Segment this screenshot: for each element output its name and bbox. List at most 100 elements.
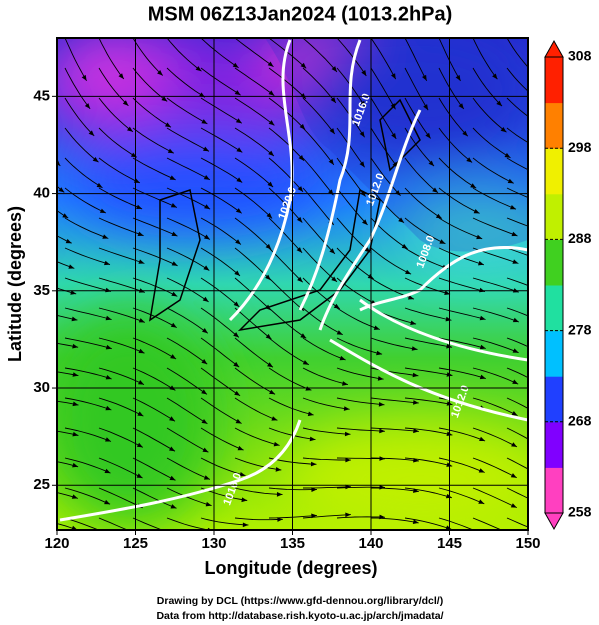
arrowhead [510,205,516,210]
streamline [64,307,112,321]
arrowhead [201,359,208,365]
streamline [200,67,241,96]
streamline [506,457,528,470]
arrowhead [169,475,176,481]
streamline [336,486,386,489]
arrowhead [234,270,240,276]
streamline [57,342,79,348]
streamline [234,427,280,446]
streamline [404,487,453,499]
streamline [336,367,384,380]
streamline [166,127,210,152]
streamline [268,38,307,69]
streamline [404,517,452,530]
streamline [132,157,176,181]
streamline [0,158,27,196]
streamline [370,247,412,275]
arrowhead [136,473,143,478]
arrowhead [237,445,244,451]
arrowhead [504,152,511,158]
streamline [64,337,112,350]
streamline [98,367,145,386]
arrowhead [531,70,537,76]
streamline [57,314,78,321]
streamline [472,97,507,133]
arrowhead [298,155,304,161]
streamline [64,397,112,411]
arrowhead [302,360,309,365]
arrowhead [71,525,78,530]
streamline [0,518,45,524]
arrowhead [307,411,314,417]
arrowhead [462,130,468,137]
streamline [303,486,352,489]
streamline [506,187,528,199]
y-axis-label: Latitude (degrees) [5,206,25,362]
arrowhead [364,247,371,253]
streamline [98,277,145,293]
streamline [132,127,175,154]
arrowhead [395,190,401,196]
streamline [98,517,129,530]
colorbar-top [544,39,564,58]
arrowhead [423,104,429,111]
arrowhead [479,344,486,350]
streamline [234,157,274,188]
y-tick-label: 35 [33,282,50,299]
streamline [166,187,211,210]
arrowhead [99,208,106,213]
streamline [200,517,249,526]
arrowhead [512,348,519,353]
arrowhead [234,390,241,396]
arrowhead [479,374,486,380]
streamline [98,247,145,264]
streamline [166,337,208,365]
colorbar-segment [545,102,563,149]
streamline [336,516,386,519]
arrowhead [309,436,316,442]
streamline [370,127,399,168]
streamline [370,367,419,377]
streamline [200,187,242,214]
arrowhead [329,128,335,134]
arrowhead [476,234,483,240]
arrowhead [127,126,133,132]
arrowhead [511,231,518,237]
streamline [57,400,79,406]
streamline [0,368,44,376]
x-tick-label: 130 [201,535,226,552]
arrowhead [435,213,442,219]
arrowhead [297,276,303,283]
credit: Drawing by DCL (https://www.gfd-dennou.o… [157,595,443,607]
y-tick-label: 45 [33,87,50,104]
arrowhead [401,243,408,249]
arrowhead [39,520,45,525]
streamline [438,337,486,349]
streamline [472,397,518,417]
arrowhead [203,146,209,152]
arrowhead [345,457,351,463]
streamline [404,427,453,436]
arrowhead [300,333,307,339]
streamline [200,427,244,451]
streamline [234,127,275,157]
arrowhead [345,484,351,490]
arrowhead [466,157,473,163]
arrowhead [102,234,109,239]
streamline [302,337,346,361]
arrowhead [39,373,45,378]
arrowhead [39,429,45,434]
arrowhead [201,419,208,424]
arrowhead [170,322,177,328]
streamline [268,67,307,100]
arrowhead [157,70,163,76]
arrowhead [445,525,452,530]
arrowhead [72,462,79,468]
arrowhead [205,501,212,507]
colorbar-segment [545,330,563,377]
streamline [64,367,112,380]
streamline [57,523,78,530]
streamline [98,187,143,210]
arrowhead [445,493,452,499]
